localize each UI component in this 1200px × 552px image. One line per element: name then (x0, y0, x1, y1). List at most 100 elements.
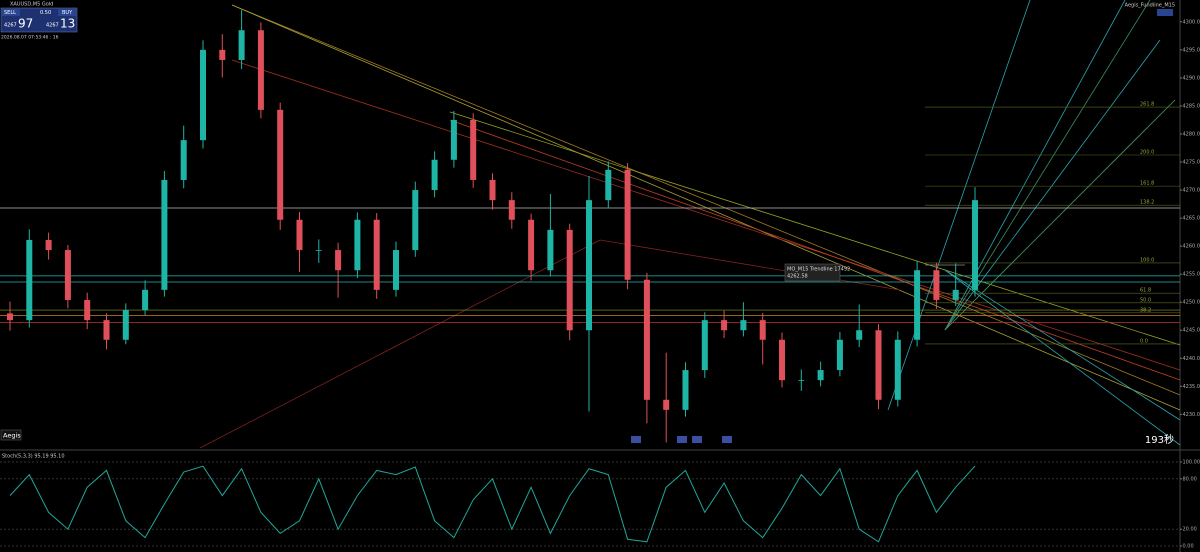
y-tick-label: 100.00 (1183, 460, 1200, 466)
y-tick-label: 4235.00 (1183, 384, 1200, 390)
fan-line (944, 99, 1176, 331)
candle-body (740, 320, 747, 331)
fan-line (944, 0, 1151, 331)
candle-body (296, 219, 303, 251)
candle-body (894, 339, 901, 400)
fan-line (944, 269, 1181, 446)
sell-label[interactable]: SELL (4, 10, 16, 16)
candle-body (528, 219, 535, 271)
y-tick-label: 4245.00 (1183, 328, 1200, 334)
candle-body (315, 250, 322, 251)
trendline (231, 4, 1181, 396)
y-tick-label: 4255.00 (1183, 272, 1200, 278)
y-tick-label: 4285.00 (1183, 103, 1200, 109)
fib-label: 200.0 (1140, 150, 1154, 156)
candle-body (180, 140, 187, 180)
candle-body (721, 320, 728, 331)
candle-body (586, 200, 592, 331)
y-tick-label: 4265.00 (1183, 216, 1200, 222)
candle-body (354, 219, 361, 271)
candle-body (412, 190, 419, 251)
candle-body (161, 179, 168, 290)
fib-label: 261.8 (1140, 102, 1154, 108)
trendline (449, 119, 1181, 381)
trade-panel: XAUUSD,M5 Gold SELL 0.50 BUY 4267 97 426… (0, 2, 78, 41)
y-tick-label: 80.00 (1183, 476, 1197, 482)
y-tick-label: 4260.00 (1183, 244, 1200, 250)
candle-body (663, 399, 670, 410)
y-tick-label: 4275.00 (1183, 160, 1200, 166)
candle-body (431, 159, 438, 191)
candle-body (142, 289, 149, 311)
buy-label[interactable]: BUY (62, 10, 73, 16)
candle-body (643, 279, 650, 400)
candle-body (798, 380, 805, 381)
flag-icon (692, 436, 702, 443)
symbol: XAUUSD,M5 Gold (10, 2, 53, 8)
flag-icon (631, 436, 641, 443)
fib-label: 50.0 (1140, 297, 1151, 303)
candle-body (26, 239, 33, 321)
candle-body (914, 270, 921, 340)
fib-label: 38.2 (1140, 307, 1151, 313)
fan-line (944, 269, 1181, 421)
candle-body (45, 239, 52, 251)
candle-body (200, 49, 206, 141)
candle-body (64, 250, 71, 300)
candle-body (701, 320, 708, 371)
candle-body (779, 339, 785, 381)
fib-label: 0.0 (1140, 338, 1148, 344)
y-tick-label: 4290.00 (1183, 75, 1200, 81)
candle-body (7, 313, 13, 321)
candle-body (219, 49, 226, 60)
ask-big: 13 (60, 17, 75, 31)
buy-button[interactable] (58, 9, 76, 16)
bid-small: 4267 (4, 23, 17, 29)
ask-small: 4267 (46, 23, 59, 29)
y-tick-label: 4295.00 (1183, 47, 1200, 53)
fib-label: 161.8 (1140, 181, 1154, 187)
trendlines (199, 0, 1181, 449)
indicator-title: Stoch(5,3,3) 95.19 95.10 (2, 454, 65, 460)
candle-body (470, 119, 477, 180)
y-tick-label: 4300.00 (1183, 19, 1200, 25)
candle-body (393, 250, 399, 290)
candle-body (122, 310, 129, 340)
trendline (231, 59, 1181, 371)
y-tick-label: 4270.00 (1183, 188, 1200, 194)
candle-body (335, 250, 342, 271)
lot-size[interactable]: 0.50 (40, 10, 51, 16)
y-tick-label: 0.00 (1183, 544, 1194, 550)
candle-body (508, 200, 515, 220)
trendline-price: 4262.58 (787, 274, 808, 280)
candle-body (277, 109, 284, 220)
candle-body (257, 30, 264, 110)
y-tick-label: 20.00 (1183, 527, 1197, 533)
candle-body (972, 200, 978, 290)
fib-label: 61.8 (1140, 288, 1151, 294)
badge (1157, 9, 1173, 16)
candle-body (450, 119, 457, 160)
fib-label: 100.0 (1140, 257, 1154, 263)
candle-body (759, 320, 766, 340)
candle-body (836, 339, 843, 371)
trendline-label: MO_M15 Trendline 17492 (787, 267, 850, 273)
candle-body (605, 169, 612, 201)
candle-body (84, 299, 91, 321)
candle-body (817, 370, 824, 381)
sell-button[interactable] (2, 9, 20, 16)
candle-body (566, 229, 573, 331)
oscillator-line (9, 465, 976, 543)
candle-body (373, 219, 380, 290)
trendline (449, 111, 1181, 346)
trendline (199, 239, 601, 449)
candle-body (875, 330, 882, 400)
candle-body (103, 320, 110, 340)
y-tick-label: 4230.00 (1183, 412, 1200, 418)
candle-body (933, 270, 940, 300)
flag-icon (722, 436, 732, 443)
candle-body (489, 179, 496, 201)
timestamp: 2026.08.07 07:53:46 : 16 (1, 35, 59, 41)
